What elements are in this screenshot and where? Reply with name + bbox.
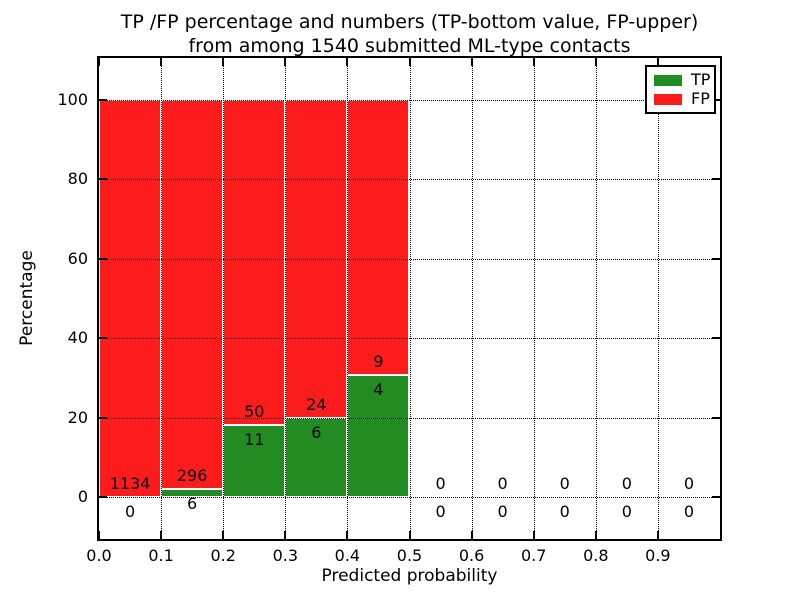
tp-count-label: 0 (559, 502, 570, 521)
chart-title-line2: from among 1540 submitted ML-type contac… (188, 35, 631, 57)
tp-count-label: 6 (187, 494, 198, 514)
x-tick-mark (346, 58, 349, 66)
x-tick-mark (594, 531, 597, 539)
x-tick-label: 0.3 (272, 546, 299, 565)
x-tick-mark (284, 531, 287, 539)
y-tick-mark (712, 178, 720, 181)
y-tick-mark (99, 178, 107, 181)
x-tick-mark (470, 58, 473, 66)
gridline-vertical (285, 58, 287, 539)
fp-count-label: 0 (559, 474, 570, 493)
chart-title-line1: TP /FP percentage and numbers (TP-bottom… (120, 11, 699, 33)
gridline-vertical (471, 58, 473, 539)
x-tick-mark (470, 531, 473, 539)
fp-count-label: 0 (435, 474, 446, 493)
x-tick-mark (656, 531, 659, 539)
legend-item-fp: FP (654, 89, 710, 108)
y-tick-label: 20 (67, 407, 88, 427)
x-tick-mark (160, 58, 163, 66)
tp-count-label: 4 (373, 379, 384, 399)
x-tick-label: 0.7 (520, 546, 547, 565)
fp-count-label: 0 (621, 474, 632, 493)
x-tick-mark (284, 58, 287, 66)
x-tick-mark (222, 531, 225, 539)
tp-count-label: 0 (621, 502, 632, 521)
x-tick-mark (594, 58, 597, 66)
y-tick-mark (712, 337, 720, 340)
y-tick-mark (99, 99, 107, 101)
y-tick-mark (99, 496, 107, 498)
y-tick-mark (712, 99, 720, 101)
tp-count-label: 0 (435, 502, 446, 521)
y-tick-label: 40 (67, 328, 88, 348)
x-tick-mark (346, 531, 349, 539)
bar-tp-segment (223, 425, 286, 497)
x-tick-mark (222, 58, 225, 66)
legend-label-fp: FP (691, 89, 710, 108)
tp-count-label: 6 (311, 422, 322, 442)
tp-count-label: 0 (683, 502, 695, 521)
legend-swatch-tp (654, 74, 682, 86)
y-tick-mark (99, 416, 107, 419)
x-tick-label: 0.5 (396, 546, 423, 565)
gridline-vertical (223, 58, 225, 539)
fp-count-label: 1134 (109, 474, 151, 493)
x-tick-mark (160, 531, 163, 539)
x-axis-label: Predicted probability (321, 566, 498, 586)
x-tick-label: 0.8 (583, 546, 609, 565)
plot-area: 1134 0 296 6 50 11 24 6 9 4 0 0 0 0 0 0 0 0 0 0 (97, 56, 722, 541)
legend: TP FP (645, 65, 716, 114)
tp-count-label: 0 (497, 502, 508, 521)
fp-count-label: 296 (176, 466, 208, 486)
x-tick-mark (532, 58, 535, 66)
x-tick-label: 0.9 (645, 546, 671, 565)
x-tick-mark (656, 58, 659, 66)
bar-fp-segment (347, 100, 410, 375)
y-tick-label: 0 (77, 487, 88, 506)
y-tick-mark (712, 496, 720, 498)
gridline-vertical (533, 58, 535, 539)
y-tick-label: 100 (57, 90, 88, 109)
fp-count-label: 50 (244, 402, 265, 422)
y-tick-label: 80 (67, 169, 88, 189)
y-tick-mark (99, 337, 107, 340)
gridline-vertical (595, 58, 597, 539)
y-tick-mark (99, 257, 107, 260)
x-tick-mark (408, 58, 411, 66)
gridline-vertical (409, 58, 411, 539)
x-tick-label: 0.6 (458, 546, 485, 565)
y-tick-mark (712, 416, 720, 419)
tp-count-label: 0 (124, 502, 136, 521)
x-tick-label: 0.0 (86, 546, 112, 565)
fp-count-label: 0 (497, 474, 508, 493)
x-tick-mark (408, 531, 411, 539)
y-tick-mark (712, 257, 720, 260)
fp-count-label: 0 (683, 474, 695, 493)
bar-fp-segment (99, 100, 162, 497)
x-tick-label: 0.1 (148, 546, 174, 565)
y-axis-label: Percentage (17, 250, 37, 346)
bar-fp-segment (161, 100, 224, 490)
x-tick-mark (98, 531, 100, 539)
x-tick-mark (532, 531, 535, 539)
chart-title: TP /FP percentage and numbers (TP-bottom… (97, 10, 722, 58)
x-tick-mark (98, 58, 100, 66)
gridline-vertical (657, 58, 659, 539)
fp-count-label: 24 (306, 394, 327, 414)
y-tick-label: 60 (67, 248, 88, 268)
tp-count-label: 11 (244, 430, 265, 450)
legend-item-tp: TP (654, 70, 711, 89)
legend-swatch-fp (654, 93, 682, 105)
x-tick-label: 0.2 (210, 546, 236, 565)
fp-count-label: 9 (373, 351, 384, 371)
legend-label-tp: TP (691, 70, 711, 89)
gridline-vertical (161, 58, 163, 539)
bar-tp-segment (347, 374, 410, 497)
x-tick-label: 0.4 (334, 546, 361, 565)
gridline-vertical (347, 58, 349, 539)
bar-fp-segment (223, 100, 286, 426)
